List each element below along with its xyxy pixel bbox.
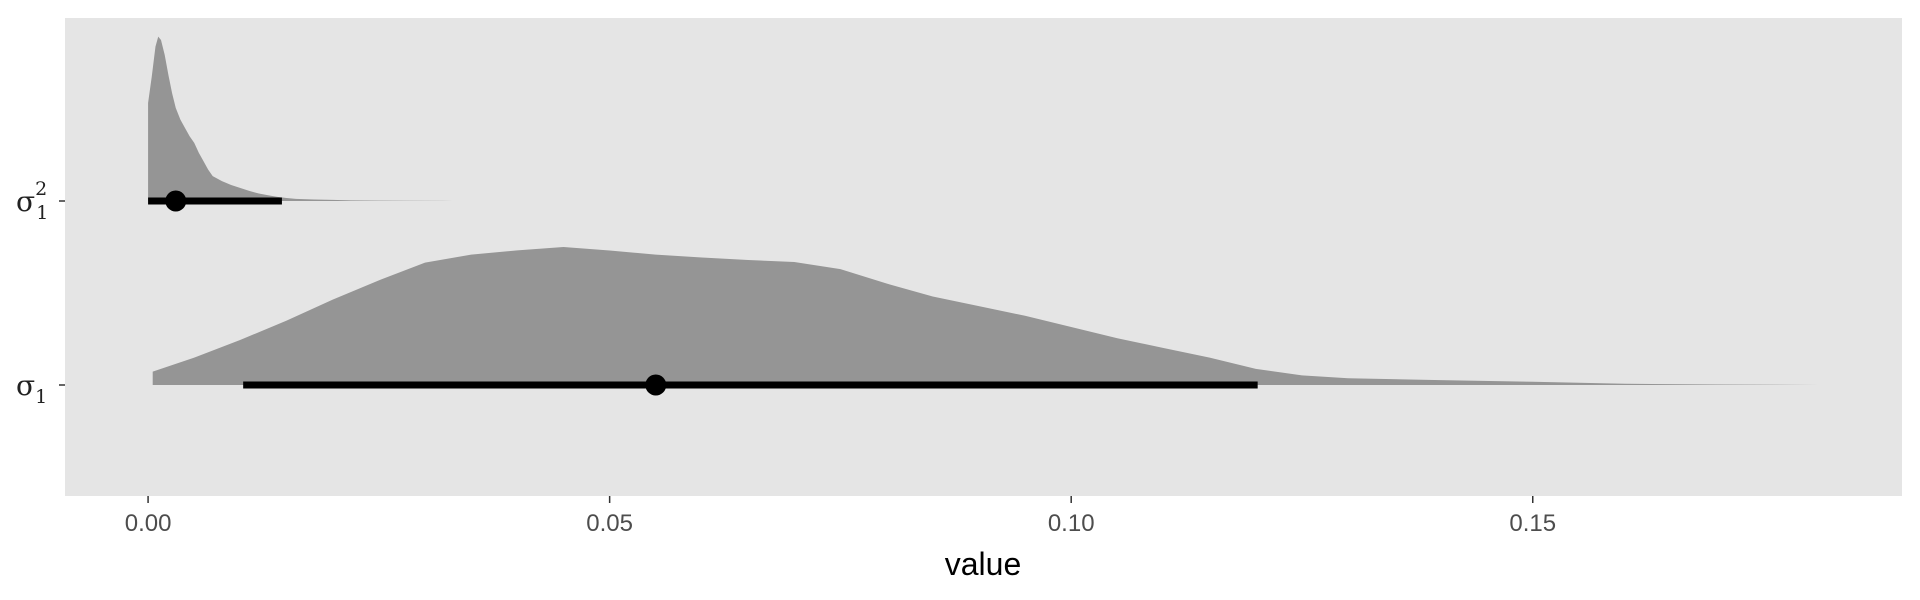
x-tick-label-3: 0.15 xyxy=(1509,510,1556,537)
point-1 xyxy=(645,374,667,396)
y-tick-label-1: σ1 xyxy=(16,369,47,408)
x-tick-label-2: 0.10 xyxy=(1048,510,1095,537)
x-axis: 0.00 0.05 0.10 0.15 xyxy=(125,496,1556,537)
y-axis: σ2 1 σ1 xyxy=(16,178,65,408)
interval-layer xyxy=(148,190,1258,396)
density-0 xyxy=(148,36,453,201)
density-1 xyxy=(152,247,1819,385)
x-tick-label-0: 0.00 xyxy=(125,510,172,537)
point-0 xyxy=(165,190,187,212)
plot-panel xyxy=(65,18,1902,496)
x-axis-title: value xyxy=(945,546,1022,582)
y-tick-label-0: σ2 1 xyxy=(16,178,48,224)
density-layer xyxy=(148,36,1819,385)
x-tick-label-1: 0.05 xyxy=(586,510,633,537)
